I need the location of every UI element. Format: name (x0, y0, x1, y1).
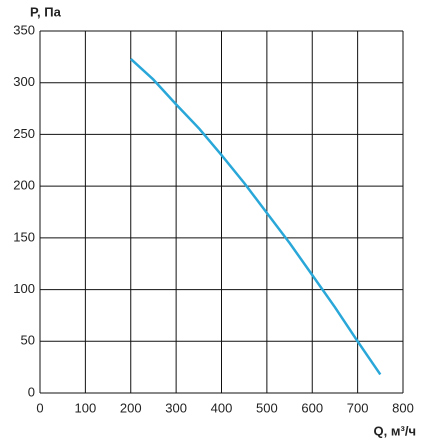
x-tick-label: 700 (347, 400, 369, 415)
y-tick-label: 50 (21, 333, 35, 348)
y-tick-label: 150 (13, 229, 35, 244)
x-tick-label: 200 (120, 400, 142, 415)
y-tick-label: 250 (13, 126, 35, 141)
y-tick-label: 350 (13, 22, 35, 37)
y-tick-label: 200 (13, 178, 35, 193)
y-tick-label: 0 (28, 384, 35, 399)
curve (129, 57, 382, 376)
x-tick-label: 600 (301, 400, 323, 415)
y-tick-label: 300 (13, 74, 35, 89)
y-axis-label: P, Па (30, 4, 62, 19)
x-axis-label: Q, м³/ч (374, 423, 416, 438)
x-tick-label: 500 (256, 400, 278, 415)
x-tick-label: 100 (75, 400, 97, 415)
x-tick-label: 800 (392, 400, 414, 415)
x-tick-label: 0 (36, 400, 43, 415)
x-tick-label: 400 (211, 400, 233, 415)
y-tick-label: 100 (13, 281, 35, 296)
x-tick-label: 300 (165, 400, 187, 415)
